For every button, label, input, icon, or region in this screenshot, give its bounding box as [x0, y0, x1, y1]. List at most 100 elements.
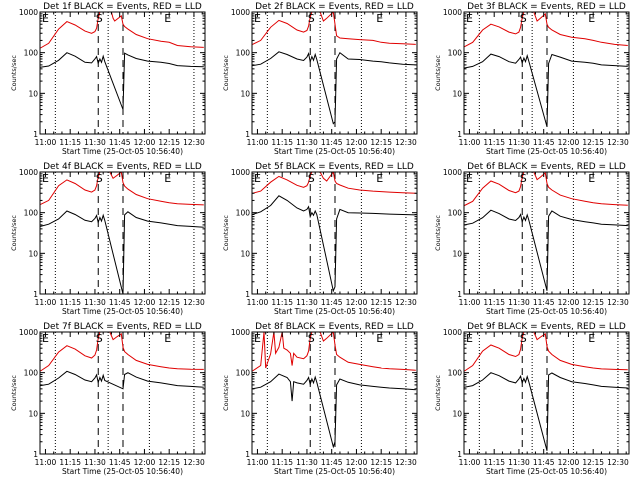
x-tick-label: 12:15 [158, 458, 180, 467]
x-tick-label: 11:45 [533, 458, 555, 467]
panel-title: Det 6f BLACK = Events, RED = LLD [467, 162, 626, 172]
x-tick-label: 11:15 [59, 458, 81, 467]
series-line-lld [464, 172, 628, 206]
eclipse-start-marker: E [466, 332, 473, 345]
x-tick-label: 12:15 [582, 458, 604, 467]
y-tick-label: 10 [452, 409, 462, 418]
x-tick-label: 12:00 [346, 138, 368, 147]
eclipse-end-marker: E [376, 332, 383, 345]
x-tick-label: 11:00 [459, 458, 481, 467]
series-line-lld [40, 332, 204, 372]
x-tick-label: 12:15 [158, 138, 180, 147]
axes-frame [251, 11, 418, 135]
y-tick-label: 1000 [19, 168, 38, 177]
x-tick-label: 11:00 [247, 298, 269, 307]
y-tick-label: 1000 [443, 8, 462, 17]
y-tick-label: 10 [240, 89, 250, 98]
x-tick-label: 12:30 [395, 298, 417, 307]
saa-marker: S [520, 332, 527, 345]
eclipse-start-marker: E [254, 172, 261, 185]
x-tick-label: 11:15 [59, 298, 81, 307]
x-tick-label: 11:15 [483, 458, 505, 467]
panel-title: Det 5f BLACK = Events, RED = LLD [255, 162, 414, 172]
axes-frame [39, 171, 206, 295]
saa-marker: S [308, 172, 315, 185]
y-tick-label: 10 [240, 409, 250, 418]
series-line-events [252, 51, 416, 125]
y-tick-label: 100 [236, 209, 251, 218]
y-tick-label: 1 [33, 290, 38, 299]
x-axis-title: Start Time (25-Oct-05 10:56:40) [62, 147, 183, 156]
eclipse-start-marker: E [254, 12, 261, 25]
x-tick-label: 12:30 [183, 298, 205, 307]
x-tick-label: 12:30 [607, 138, 629, 147]
y-tick-label: 1 [245, 130, 250, 139]
x-tick-label: 11:15 [271, 458, 293, 467]
series-line-events [464, 209, 628, 291]
x-tick-label: 12:15 [158, 298, 180, 307]
axes-frame [463, 171, 630, 295]
x-tick-label: 12:15 [582, 298, 604, 307]
y-tick-label: 1000 [231, 168, 250, 177]
x-tick-label: 11:15 [483, 138, 505, 147]
y-tick-label: 1000 [19, 8, 38, 17]
eclipse-start-marker: E [466, 12, 473, 25]
x-tick-label: 12:15 [370, 458, 392, 467]
y-tick-label: 10 [28, 249, 38, 258]
y-tick-label: 100 [24, 209, 39, 218]
series-line-events [40, 52, 204, 110]
x-tick-label: 11:00 [459, 138, 481, 147]
axes-frame [251, 331, 418, 455]
x-tick-label: 12:00 [558, 298, 580, 307]
y-tick-label: 1000 [443, 328, 462, 337]
saa-marker: S [96, 12, 103, 25]
series-line-events [464, 53, 628, 127]
saa-marker: S [96, 172, 103, 185]
series-line-events [40, 370, 204, 390]
eclipse-start-marker: E [42, 12, 49, 25]
saa-marker: S [308, 12, 315, 25]
x-tick-label: 11:00 [35, 458, 57, 467]
x-tick-label: 12:00 [558, 458, 580, 467]
series-line-lld [252, 12, 416, 45]
axes-frame [463, 11, 630, 135]
x-tick-label: 11:45 [321, 138, 343, 147]
saa-marker: S [520, 12, 527, 25]
x-axis-title: Start Time (25-Oct-05 10:56:40) [62, 467, 183, 476]
axes-frame [251, 171, 418, 295]
y-tick-label: 1000 [443, 168, 462, 177]
y-tick-label: 1 [245, 450, 250, 459]
y-tick-label: 1000 [19, 328, 38, 337]
y-axis-title: Counts/sec [434, 375, 442, 411]
y-tick-label: 100 [24, 49, 39, 58]
x-axis-title: Start Time (25-Oct-05 10:56:40) [274, 147, 395, 156]
eclipse-end-marker: E [588, 332, 595, 345]
x-tick-label: 12:00 [346, 458, 368, 467]
eclipse-end-marker: E [588, 12, 595, 25]
y-tick-label: 1 [457, 290, 462, 299]
x-tick-label: 12:30 [607, 458, 629, 467]
x-axis-title: Start Time (25-Oct-05 10:56:40) [274, 467, 395, 476]
series-line-lld [252, 172, 416, 194]
x-tick-label: 11:15 [483, 298, 505, 307]
saa-marker: S [96, 332, 103, 345]
eclipse-end-marker: E [376, 172, 383, 185]
eclipse-end-marker: E [164, 332, 171, 345]
saa-marker: S [308, 332, 315, 345]
x-tick-label: 11:00 [247, 138, 269, 147]
eclipse-start-marker: E [42, 332, 49, 345]
x-tick-label: 12:15 [582, 138, 604, 147]
panel-title: Det 7f BLACK = Events, RED = LLD [43, 322, 202, 332]
x-tick-label: 11:30 [508, 298, 530, 307]
series-line-events [464, 372, 628, 451]
x-tick-label: 11:45 [109, 458, 131, 467]
eclipse-end-marker: E [164, 172, 171, 185]
y-tick-label: 10 [240, 249, 250, 258]
y-tick-label: 1 [245, 290, 250, 299]
y-tick-label: 100 [448, 369, 463, 378]
x-tick-label: 11:00 [35, 298, 57, 307]
x-tick-label: 11:00 [247, 458, 269, 467]
eclipse-end-marker: E [588, 172, 595, 185]
